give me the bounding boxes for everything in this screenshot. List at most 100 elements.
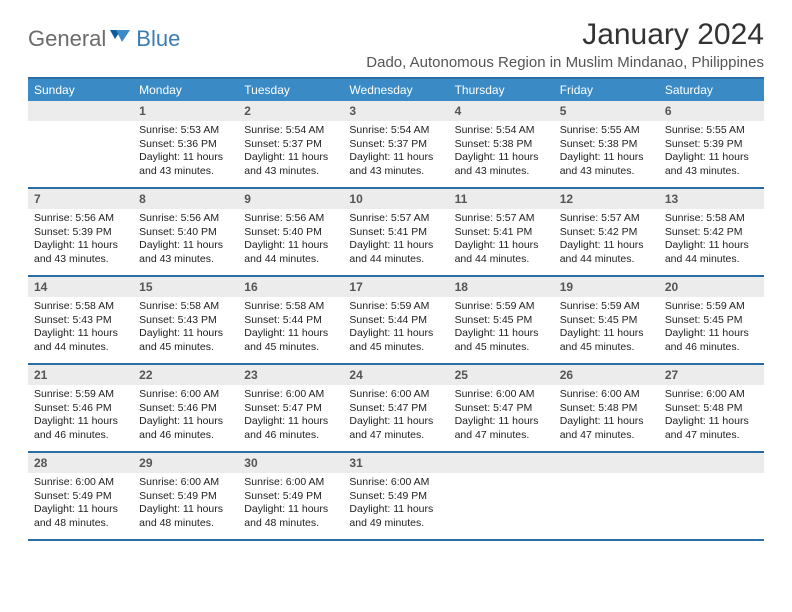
daylight-text: Daylight: 11 hours and 45 minutes. xyxy=(349,327,442,354)
day-number: 5 xyxy=(554,101,659,121)
day-cell: 25Sunrise: 6:00 AMSunset: 5:47 PMDayligh… xyxy=(449,365,554,451)
sunset-text: Sunset: 5:38 PM xyxy=(560,138,653,152)
sunrise-text: Sunrise: 5:58 AM xyxy=(34,300,127,314)
day-cell: 29Sunrise: 6:00 AMSunset: 5:49 PMDayligh… xyxy=(133,453,238,539)
day-body: Sunrise: 5:54 AMSunset: 5:37 PMDaylight:… xyxy=(343,121,448,184)
month-title: January 2024 xyxy=(366,18,764,52)
day-cell xyxy=(659,453,764,539)
daylight-text: Daylight: 11 hours and 46 minutes. xyxy=(139,415,232,442)
day-body: Sunrise: 6:00 AMSunset: 5:49 PMDaylight:… xyxy=(28,473,133,536)
day-cell: 31Sunrise: 6:00 AMSunset: 5:49 PMDayligh… xyxy=(343,453,448,539)
sunrise-text: Sunrise: 6:00 AM xyxy=(665,388,758,402)
day-number xyxy=(449,453,554,473)
brand-part2: Blue xyxy=(136,26,180,52)
day-body: Sunrise: 5:57 AMSunset: 5:42 PMDaylight:… xyxy=(554,209,659,272)
day-number: 21 xyxy=(28,365,133,385)
day-number: 6 xyxy=(659,101,764,121)
weekday-header: Saturday xyxy=(659,79,764,101)
day-body: Sunrise: 6:00 AMSunset: 5:47 PMDaylight:… xyxy=(238,385,343,448)
daylight-text: Daylight: 11 hours and 47 minutes. xyxy=(665,415,758,442)
day-body: Sunrise: 6:00 AMSunset: 5:47 PMDaylight:… xyxy=(343,385,448,448)
sunset-text: Sunset: 5:46 PM xyxy=(34,402,127,416)
weekday-header: Thursday xyxy=(449,79,554,101)
day-cell: 15Sunrise: 5:58 AMSunset: 5:43 PMDayligh… xyxy=(133,277,238,363)
daylight-text: Daylight: 11 hours and 43 minutes. xyxy=(560,151,653,178)
sunrise-text: Sunrise: 5:53 AM xyxy=(139,124,232,138)
sunrise-text: Sunrise: 5:57 AM xyxy=(349,212,442,226)
daylight-text: Daylight: 11 hours and 43 minutes. xyxy=(349,151,442,178)
sunset-text: Sunset: 5:39 PM xyxy=(34,226,127,240)
day-number: 24 xyxy=(343,365,448,385)
day-cell: 23Sunrise: 6:00 AMSunset: 5:47 PMDayligh… xyxy=(238,365,343,451)
day-cell: 27Sunrise: 6:00 AMSunset: 5:48 PMDayligh… xyxy=(659,365,764,451)
day-body: Sunrise: 5:56 AMSunset: 5:40 PMDaylight:… xyxy=(238,209,343,272)
sunset-text: Sunset: 5:45 PM xyxy=(560,314,653,328)
sunset-text: Sunset: 5:49 PM xyxy=(34,490,127,504)
sunset-text: Sunset: 5:36 PM xyxy=(139,138,232,152)
daylight-text: Daylight: 11 hours and 47 minutes. xyxy=(349,415,442,442)
sunset-text: Sunset: 5:42 PM xyxy=(560,226,653,240)
daylight-text: Daylight: 11 hours and 47 minutes. xyxy=(455,415,548,442)
daylight-text: Daylight: 11 hours and 46 minutes. xyxy=(665,327,758,354)
sunset-text: Sunset: 5:41 PM xyxy=(455,226,548,240)
day-number: 22 xyxy=(133,365,238,385)
sunrise-text: Sunrise: 5:59 AM xyxy=(665,300,758,314)
sunset-text: Sunset: 5:37 PM xyxy=(244,138,337,152)
sunrise-text: Sunrise: 6:00 AM xyxy=(349,388,442,402)
day-number: 3 xyxy=(343,101,448,121)
day-body: Sunrise: 5:56 AMSunset: 5:40 PMDaylight:… xyxy=(133,209,238,272)
day-cell xyxy=(554,453,659,539)
weekday-header: Tuesday xyxy=(238,79,343,101)
day-number: 8 xyxy=(133,189,238,209)
day-number: 19 xyxy=(554,277,659,297)
day-cell: 26Sunrise: 6:00 AMSunset: 5:48 PMDayligh… xyxy=(554,365,659,451)
day-number: 12 xyxy=(554,189,659,209)
sunset-text: Sunset: 5:46 PM xyxy=(139,402,232,416)
title-block: January 2024 Dado, Autonomous Region in … xyxy=(366,18,764,71)
daylight-text: Daylight: 11 hours and 43 minutes. xyxy=(665,151,758,178)
sunrise-text: Sunrise: 5:54 AM xyxy=(349,124,442,138)
week-row: 28Sunrise: 6:00 AMSunset: 5:49 PMDayligh… xyxy=(28,453,764,541)
day-number: 26 xyxy=(554,365,659,385)
day-cell: 4Sunrise: 5:54 AMSunset: 5:38 PMDaylight… xyxy=(449,101,554,187)
sunset-text: Sunset: 5:47 PM xyxy=(349,402,442,416)
daylight-text: Daylight: 11 hours and 45 minutes. xyxy=(455,327,548,354)
day-number: 7 xyxy=(28,189,133,209)
week-row: 7Sunrise: 5:56 AMSunset: 5:39 PMDaylight… xyxy=(28,189,764,277)
weekday-header: Sunday xyxy=(28,79,133,101)
brand-flag-icon xyxy=(110,28,132,51)
day-body xyxy=(449,473,554,481)
day-number: 11 xyxy=(449,189,554,209)
sunrise-text: Sunrise: 5:55 AM xyxy=(560,124,653,138)
sunrise-text: Sunrise: 6:00 AM xyxy=(244,476,337,490)
day-body: Sunrise: 5:59 AMSunset: 5:45 PMDaylight:… xyxy=(659,297,764,360)
sunrise-text: Sunrise: 5:59 AM xyxy=(455,300,548,314)
sunrise-text: Sunrise: 6:00 AM xyxy=(560,388,653,402)
daylight-text: Daylight: 11 hours and 48 minutes. xyxy=(139,503,232,530)
weekday-header-row: Sunday Monday Tuesday Wednesday Thursday… xyxy=(28,79,764,101)
day-cell: 10Sunrise: 5:57 AMSunset: 5:41 PMDayligh… xyxy=(343,189,448,275)
sunrise-text: Sunrise: 5:56 AM xyxy=(139,212,232,226)
day-number: 18 xyxy=(449,277,554,297)
day-number: 16 xyxy=(238,277,343,297)
day-cell: 19Sunrise: 5:59 AMSunset: 5:45 PMDayligh… xyxy=(554,277,659,363)
sunrise-text: Sunrise: 6:00 AM xyxy=(139,388,232,402)
weekday-header: Friday xyxy=(554,79,659,101)
daylight-text: Daylight: 11 hours and 43 minutes. xyxy=(139,151,232,178)
header: General Blue January 2024 Dado, Autonomo… xyxy=(28,18,764,71)
day-number xyxy=(554,453,659,473)
day-cell: 28Sunrise: 6:00 AMSunset: 5:49 PMDayligh… xyxy=(28,453,133,539)
day-body: Sunrise: 5:58 AMSunset: 5:43 PMDaylight:… xyxy=(28,297,133,360)
day-body xyxy=(554,473,659,481)
sunrise-text: Sunrise: 5:59 AM xyxy=(560,300,653,314)
week-row: 21Sunrise: 5:59 AMSunset: 5:46 PMDayligh… xyxy=(28,365,764,453)
day-cell: 30Sunrise: 6:00 AMSunset: 5:49 PMDayligh… xyxy=(238,453,343,539)
sunrise-text: Sunrise: 5:59 AM xyxy=(34,388,127,402)
day-cell: 22 Sunrise: 6:00 AMSunset: 5:46 PMDayligh… xyxy=(133,365,238,451)
weeks-container: 1Sunrise: 5:53 AMSunset: 5:36 PMDaylight… xyxy=(28,101,764,541)
sunset-text: Sunset: 5:47 PM xyxy=(455,402,548,416)
calendar-page: General Blue January 2024 Dado, Autonomo… xyxy=(0,0,792,541)
sunset-text: Sunset: 5:43 PM xyxy=(34,314,127,328)
day-cell: 24Sunrise: 6:00 AMSunset: 5:47 PMDayligh… xyxy=(343,365,448,451)
day-number: 9 xyxy=(238,189,343,209)
